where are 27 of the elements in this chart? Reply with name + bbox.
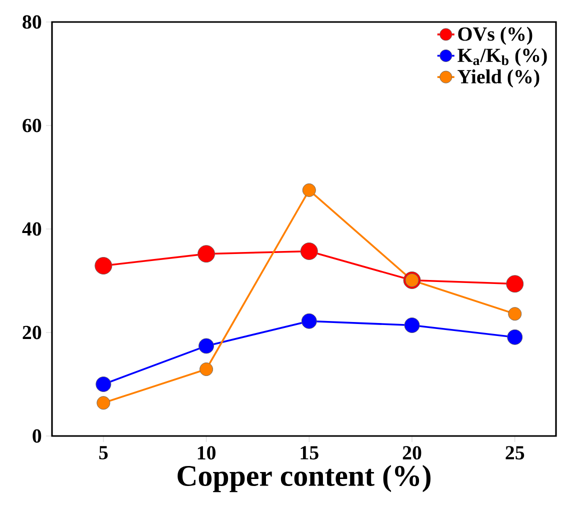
legend-label: Yield (%) (458, 69, 540, 88)
point (200, 362, 214, 376)
point (404, 318, 420, 334)
point (96, 376, 112, 392)
y-tick-label: 60 (22, 118, 42, 132)
legend-label: K$_{a}$/K$_{b}$ (%) (458, 48, 547, 66)
point (507, 329, 523, 345)
point (302, 183, 316, 197)
x-tick-label: 5 (99, 446, 108, 460)
point (506, 275, 524, 293)
x-tick-label: 10 (198, 446, 216, 460)
x-axis-title: Copper content (%) (178, 465, 430, 492)
x-tick-label: 15 (300, 446, 318, 460)
y-tick-label: 20 (22, 326, 42, 340)
x-tick-label: 20 (402, 446, 422, 460)
point (94, 256, 112, 274)
point (508, 307, 522, 321)
point (300, 242, 318, 260)
point (198, 245, 216, 263)
point (96, 396, 110, 410)
point (301, 313, 317, 329)
y-tick-label: 40 (22, 222, 42, 236)
y-tick-label: 80 (22, 15, 42, 29)
y-tick-label: 0 (32, 429, 42, 443)
x-tick-label: 25 (506, 446, 524, 460)
legend-label: OVs (%) (458, 26, 532, 45)
point (198, 338, 214, 354)
